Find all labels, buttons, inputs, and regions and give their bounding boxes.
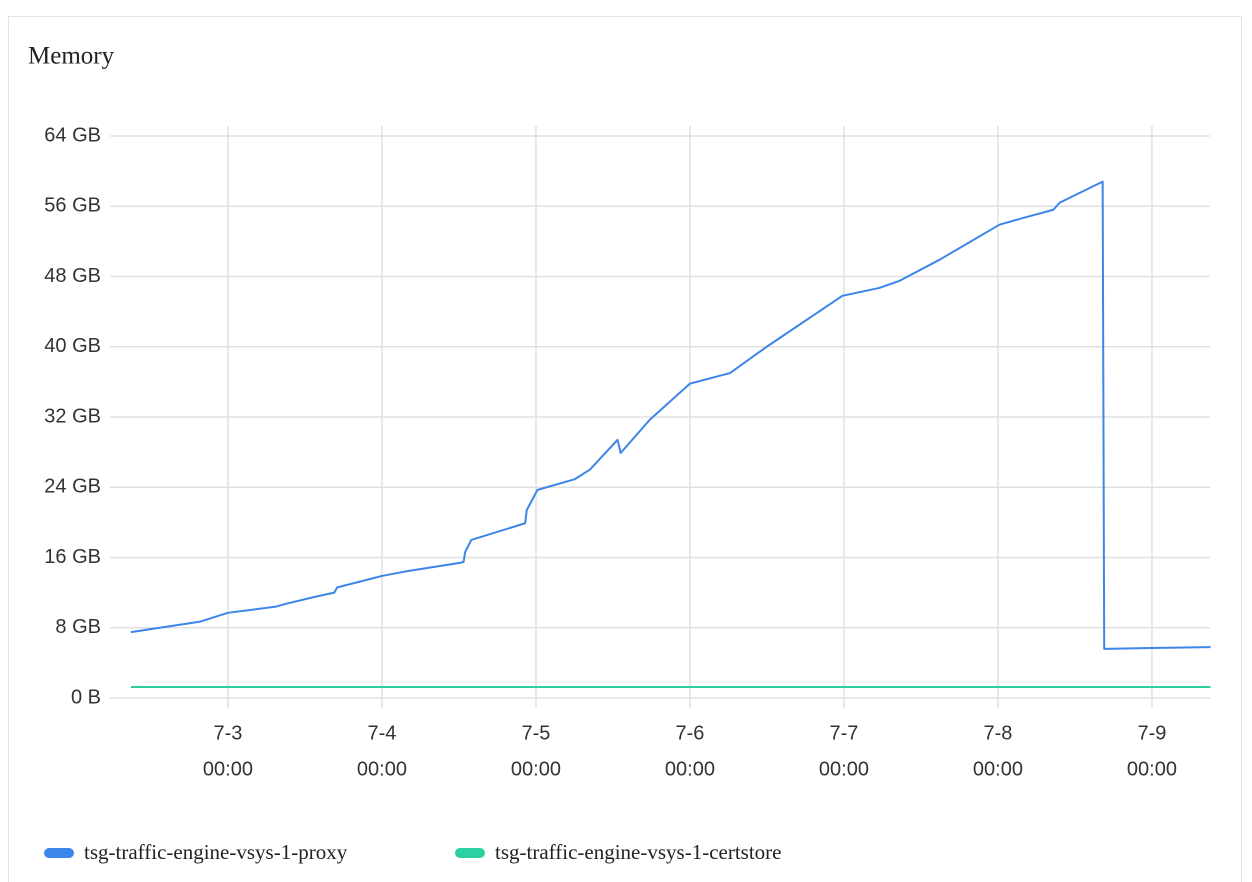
x-tick-label: 00:00 [665, 758, 715, 780]
y-tick-label: 24 GB [44, 476, 101, 498]
legend-swatch [455, 848, 485, 858]
x-tick-label: 7-9 [1137, 722, 1166, 744]
y-tick-label: 56 GB [44, 195, 101, 217]
x-tick-label: 00:00 [973, 758, 1023, 780]
x-tick-label: 7-6 [675, 722, 704, 744]
x-tick-label: 7-8 [983, 722, 1012, 744]
y-tick-label: 8 GB [55, 616, 101, 638]
x-tick-label: 7-5 [522, 722, 551, 744]
series-line [130, 180, 1211, 650]
x-tick-label: 00:00 [1127, 758, 1177, 780]
x-tick-label: 00:00 [511, 758, 561, 780]
legend-label: tsg-traffic-engine-vsys-1-proxy [84, 840, 348, 864]
legend-swatch [44, 848, 74, 858]
y-tick-label: 0 B [71, 686, 101, 708]
legend-label: tsg-traffic-engine-vsys-1-certstore [495, 840, 782, 864]
x-tick-label: 00:00 [357, 758, 407, 780]
y-tick-label: 48 GB [44, 265, 101, 287]
x-tick-label: 00:00 [203, 758, 253, 780]
x-tick-label: 7-3 [214, 722, 243, 744]
y-tick-label: 32 GB [44, 405, 101, 427]
x-tick-label: 00:00 [819, 758, 869, 780]
y-tick-label: 40 GB [44, 335, 101, 357]
x-tick-label: 7-7 [829, 722, 858, 744]
y-tick-label: 16 GB [44, 546, 101, 568]
x-tick-label: 7-4 [368, 722, 397, 744]
y-tick-label: 64 GB [44, 124, 101, 146]
chart-title: Memory [28, 43, 115, 70]
